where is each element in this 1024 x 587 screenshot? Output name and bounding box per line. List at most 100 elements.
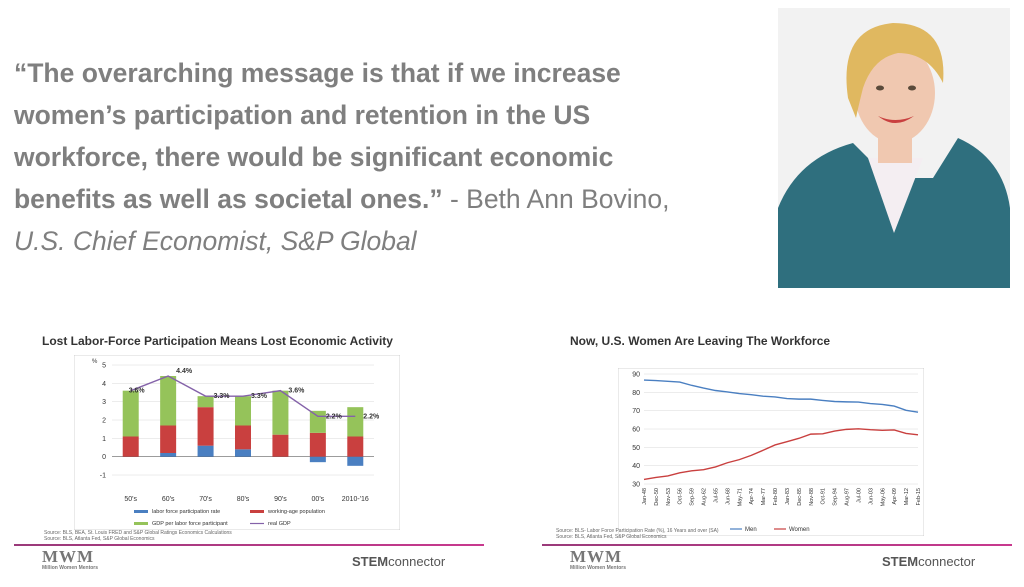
y-tick-label: 1 <box>102 436 106 443</box>
bar-segment <box>347 456 364 466</box>
y-tick-label: 5 <box>102 363 106 370</box>
bar-segment <box>347 407 364 437</box>
legend-label: Women <box>789 527 810 533</box>
x-tick-label: Nov-53 <box>666 488 672 506</box>
source-line: Source: BLS, BEA, St. Louis FRED and S&P… <box>44 530 232 536</box>
y-tick-label: 2 <box>102 418 106 425</box>
data-label: 4.4% <box>176 368 193 375</box>
mwm-logo: MWM Million Women Mentors <box>570 547 626 571</box>
x-tick-label: 2010-'16 <box>342 496 369 503</box>
mwm-logo-sub: Million Women Mentors <box>42 565 99 571</box>
source-line: Source: BLS, Atlanta Fed, S&P Global Eco… <box>556 534 667 540</box>
quote-attribution: - Beth Ann Bovino, <box>442 184 670 214</box>
y-tick-label: 30 <box>632 482 640 489</box>
x-tick-label: May-71 <box>737 488 743 506</box>
source-line: Source: BLS- Labor Force Participation R… <box>556 528 719 534</box>
right-slide: Now, U.S. Women Are Leaving The Workforc… <box>542 318 1012 580</box>
y-tick-label: -1 <box>100 473 106 480</box>
bar-segment <box>160 425 177 453</box>
bar-segment <box>235 396 251 426</box>
y-tick-label: 70 <box>632 408 640 415</box>
left-source: Source: BLS, BEA, St. Louis FRED and S&P… <box>44 530 232 542</box>
x-tick-label: 90's <box>274 496 287 503</box>
legend-swatch <box>250 510 264 513</box>
data-label: 2.2% <box>363 413 380 420</box>
x-tick-label: Dec-50 <box>654 488 660 506</box>
y-tick-label: 40 <box>632 463 640 470</box>
right-slide-title: Now, U.S. Women Are Leaving The Workforc… <box>570 334 831 348</box>
x-tick-label: Nov-88 <box>809 488 815 506</box>
x-tick-label: Apr-09 <box>892 488 898 505</box>
bar-segment <box>309 432 326 457</box>
data-label: 3.3% <box>214 393 231 400</box>
y-tick-label: 50 <box>632 445 640 452</box>
legend-label: working-age population <box>267 509 325 515</box>
x-tick-label: Dec-85 <box>797 488 803 506</box>
data-label: 2.2% <box>326 413 343 420</box>
legend-label: Men <box>745 527 757 533</box>
source-line: Source: BLS, Atlanta Fed, S&P Global Eco… <box>44 536 155 542</box>
quote-text: “The overarching message is that if we i… <box>14 58 621 214</box>
data-label: 3.6% <box>288 388 305 395</box>
x-tick-label: 60's <box>162 496 175 503</box>
y-tick-label: 60 <box>632 427 640 434</box>
y-tick-label: 80 <box>632 390 640 397</box>
left-eye <box>876 85 884 91</box>
bar-segment <box>160 453 177 457</box>
x-tick-label: Oct-56 <box>678 488 684 505</box>
chart-frame <box>618 368 924 536</box>
x-tick-label: 70's <box>199 496 212 503</box>
brand-bold: STEM <box>882 554 919 569</box>
quote-block: “The overarching message is that if we i… <box>14 52 714 262</box>
data-label: 3.3% <box>251 393 268 400</box>
x-tick-label: Jul-65 <box>713 488 719 503</box>
brand-bold: STEM <box>352 554 389 569</box>
bar-segment <box>197 396 214 408</box>
bar-segment <box>309 456 326 463</box>
stemconnector-logo: STEMconnector <box>882 554 975 569</box>
x-tick-label: 80's <box>237 496 250 503</box>
mwm-logo: MWM Million Women Mentors <box>42 547 98 571</box>
x-tick-label: Aug-62 <box>702 488 708 506</box>
right-eye <box>908 85 916 91</box>
data-label: 3.6% <box>129 388 146 395</box>
bar-segment <box>197 407 214 446</box>
x-tick-label: Sep-94 <box>833 488 839 506</box>
right-source: Source: BLS- Labor Force Participation R… <box>556 528 719 540</box>
y-tick-label: 3 <box>102 399 106 406</box>
legend-label: labor force participation rate <box>152 509 220 515</box>
series-line <box>643 379 919 413</box>
mwm-logo-sub: Million Women Mentors <box>570 565 627 571</box>
face <box>855 43 935 143</box>
y-tick-label: 0 <box>102 454 106 461</box>
shirt <box>868 158 923 233</box>
mwm-logo-text: MWM <box>42 547 95 566</box>
legend-swatch <box>134 510 148 513</box>
x-tick-label: Oct-91 <box>821 488 827 505</box>
x-tick-label: Jan-83 <box>785 488 791 505</box>
stemconnector-logo: STEMconnector <box>352 554 445 569</box>
x-tick-label: Sep-59 <box>690 488 696 506</box>
x-tick-label: Jun-68 <box>725 488 731 505</box>
x-tick-label: Jul-00 <box>856 488 862 503</box>
divider-rule <box>542 544 1012 546</box>
x-tick-label: Aug-97 <box>845 488 851 506</box>
x-tick-label: Jun-03 <box>868 488 874 505</box>
divider-rule <box>14 544 484 546</box>
portrait-illustration <box>778 8 1010 288</box>
bar-segment <box>160 376 177 426</box>
legend-swatch <box>134 522 148 525</box>
quote-role: U.S. Chief Economist, S&P Global <box>14 226 417 256</box>
bar-segment <box>309 410 326 433</box>
x-tick-label: Feb-15 <box>916 488 922 505</box>
series-line <box>643 428 919 481</box>
y-axis-label: % <box>92 359 98 365</box>
bar-segment <box>347 436 364 457</box>
bar-segment <box>122 390 139 437</box>
x-tick-label: 00's <box>312 496 325 503</box>
y-tick-label: 90 <box>632 372 640 379</box>
real-gdp-line <box>130 375 356 418</box>
mwm-logo-text: MWM <box>570 547 623 566</box>
x-tick-label: Feb-80 <box>773 488 779 505</box>
legend-label: real GDP <box>268 521 291 527</box>
